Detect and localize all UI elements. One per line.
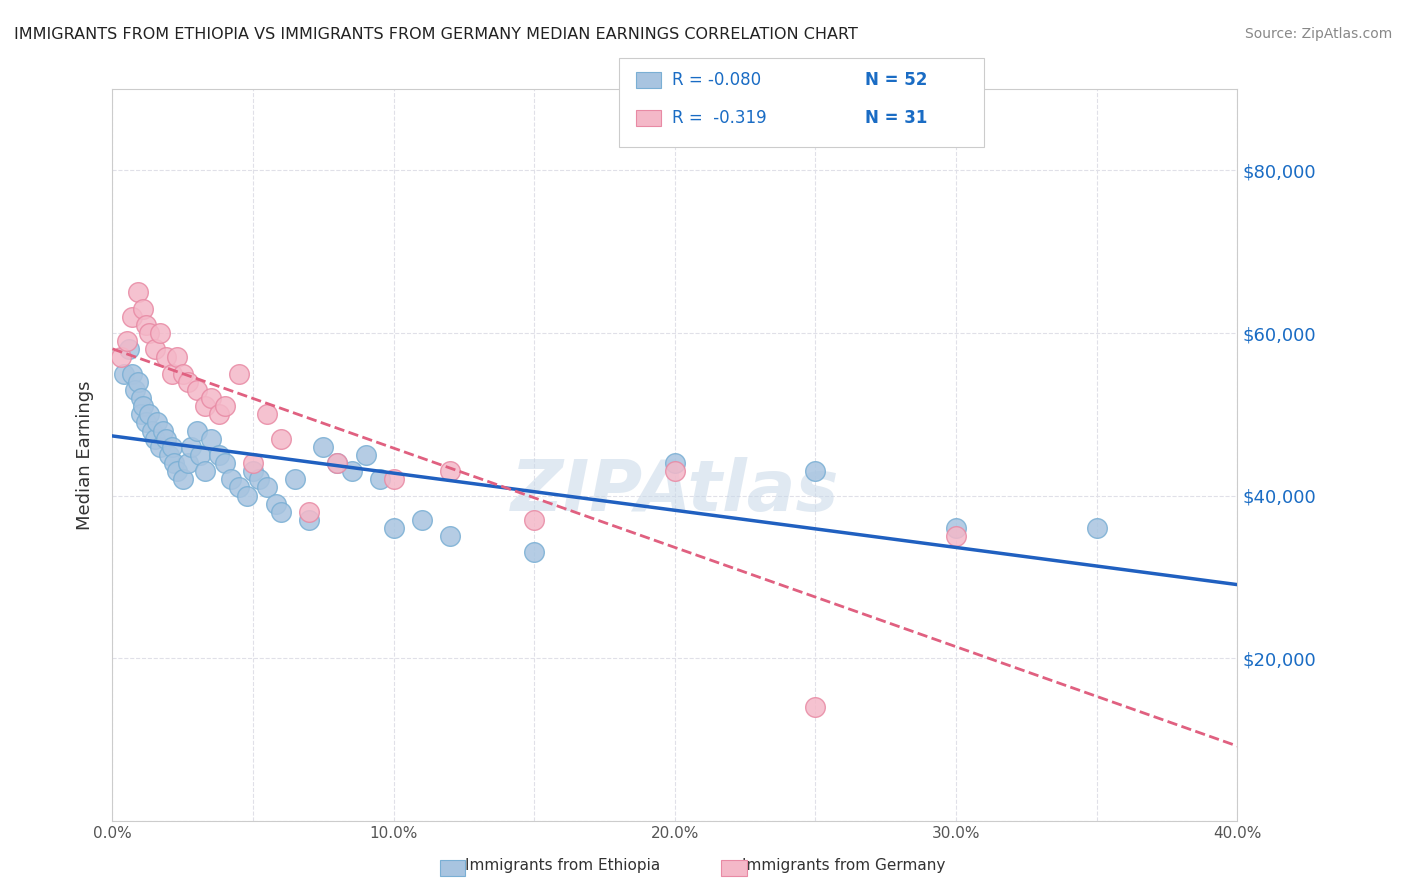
Point — [664, 464, 686, 478]
Point — [200, 432, 222, 446]
Point — [312, 440, 335, 454]
Point — [129, 391, 152, 405]
Point — [270, 432, 292, 446]
Point — [149, 326, 172, 340]
Point — [177, 456, 200, 470]
Point — [177, 375, 200, 389]
Point — [804, 464, 827, 478]
Point — [163, 456, 186, 470]
Y-axis label: Median Earnings: Median Earnings — [76, 380, 94, 530]
Point — [228, 480, 250, 494]
Text: Immigrants from Ethiopia: Immigrants from Ethiopia — [465, 858, 659, 872]
Text: R =  -0.319: R = -0.319 — [672, 109, 766, 127]
Point — [166, 464, 188, 478]
Point — [945, 521, 967, 535]
Point — [121, 310, 143, 324]
Point — [112, 367, 135, 381]
Point — [141, 424, 163, 438]
Point — [523, 545, 546, 559]
Point — [298, 505, 321, 519]
Point — [664, 456, 686, 470]
Point — [155, 432, 177, 446]
Point — [143, 432, 166, 446]
Point — [138, 326, 160, 340]
Point — [188, 448, 211, 462]
Point — [256, 480, 278, 494]
Point — [115, 334, 138, 348]
Text: ZIPAtlas: ZIPAtlas — [510, 457, 839, 526]
Point — [186, 424, 208, 438]
Point — [180, 440, 202, 454]
Text: R = -0.080: R = -0.080 — [672, 71, 761, 89]
Point — [214, 399, 236, 413]
Point — [129, 407, 152, 421]
Point — [247, 472, 270, 486]
Point — [132, 301, 155, 316]
Point — [270, 505, 292, 519]
Point — [208, 448, 231, 462]
Point — [135, 318, 157, 332]
Text: N = 31: N = 31 — [865, 109, 927, 127]
Point — [945, 529, 967, 543]
Point — [219, 472, 242, 486]
Point — [194, 464, 217, 478]
Point — [121, 367, 143, 381]
Point — [124, 383, 146, 397]
Point — [236, 489, 259, 503]
Text: IMMIGRANTS FROM ETHIOPIA VS IMMIGRANTS FROM GERMANY MEDIAN EARNINGS CORRELATION : IMMIGRANTS FROM ETHIOPIA VS IMMIGRANTS F… — [14, 27, 858, 42]
Point — [160, 440, 183, 454]
Point — [228, 367, 250, 381]
Point — [155, 351, 177, 365]
Point — [804, 699, 827, 714]
Point — [382, 472, 405, 486]
Point — [110, 351, 132, 365]
Point — [157, 448, 180, 462]
Point — [127, 375, 149, 389]
Point — [382, 521, 405, 535]
Point — [208, 407, 231, 421]
Point — [1085, 521, 1108, 535]
Point — [284, 472, 307, 486]
Point — [242, 464, 264, 478]
Point — [298, 513, 321, 527]
Point — [256, 407, 278, 421]
Point — [439, 464, 461, 478]
Point — [354, 448, 377, 462]
Point — [368, 472, 391, 486]
Point — [264, 497, 287, 511]
Point — [523, 513, 546, 527]
Point — [186, 383, 208, 397]
Point — [127, 285, 149, 300]
Point — [152, 424, 174, 438]
Point — [326, 456, 349, 470]
Point — [326, 456, 349, 470]
Point — [149, 440, 172, 454]
Point — [166, 351, 188, 365]
Text: N = 52: N = 52 — [865, 71, 927, 89]
Point — [146, 416, 169, 430]
Text: Immigrants from Germany: Immigrants from Germany — [742, 858, 945, 872]
Point — [439, 529, 461, 543]
Point — [411, 513, 433, 527]
Point — [160, 367, 183, 381]
Point — [132, 399, 155, 413]
Point — [135, 416, 157, 430]
Point — [340, 464, 363, 478]
Point — [214, 456, 236, 470]
Point — [138, 407, 160, 421]
Point — [172, 472, 194, 486]
Point — [242, 456, 264, 470]
Point — [200, 391, 222, 405]
Point — [194, 399, 217, 413]
Point — [118, 343, 141, 357]
Point — [143, 343, 166, 357]
Text: Source: ZipAtlas.com: Source: ZipAtlas.com — [1244, 27, 1392, 41]
Point — [172, 367, 194, 381]
